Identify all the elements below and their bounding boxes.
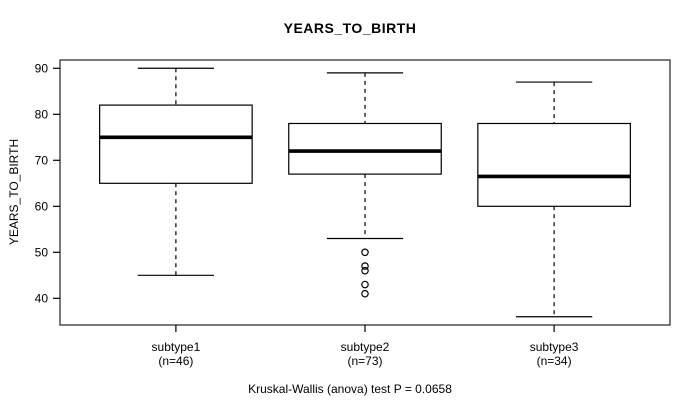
group-n-label: (n=34): [537, 354, 572, 368]
chart-title: YEARS_TO_BIRTH: [283, 20, 417, 36]
box-subtype2: [288, 122, 442, 175]
y-tick-label: 50: [35, 245, 49, 259]
y-tick-label: 90: [35, 61, 49, 75]
y-tick-label: 60: [35, 199, 49, 213]
outlier-point: [361, 289, 369, 298]
group-n-label: (n=46): [158, 354, 193, 368]
outlier-point: [361, 248, 369, 257]
y-tick-label: 40: [35, 291, 49, 305]
group-label: subtype1: [152, 340, 201, 354]
stat-test-caption: Kruskal-Wallis (anova) test P = 0.0658: [248, 382, 452, 396]
outlier-point: [361, 266, 369, 275]
box-subtype1: [99, 104, 253, 184]
group-label: subtype2: [341, 340, 390, 354]
y-tick-label: 80: [35, 107, 49, 121]
group-n-label: (n=73): [347, 354, 382, 368]
outlier-point: [361, 262, 369, 270]
group-label: subtype3: [530, 340, 579, 354]
outlier-point: [361, 280, 369, 289]
y-tick-label: 70: [35, 153, 49, 167]
box-subtype3: [477, 122, 631, 207]
